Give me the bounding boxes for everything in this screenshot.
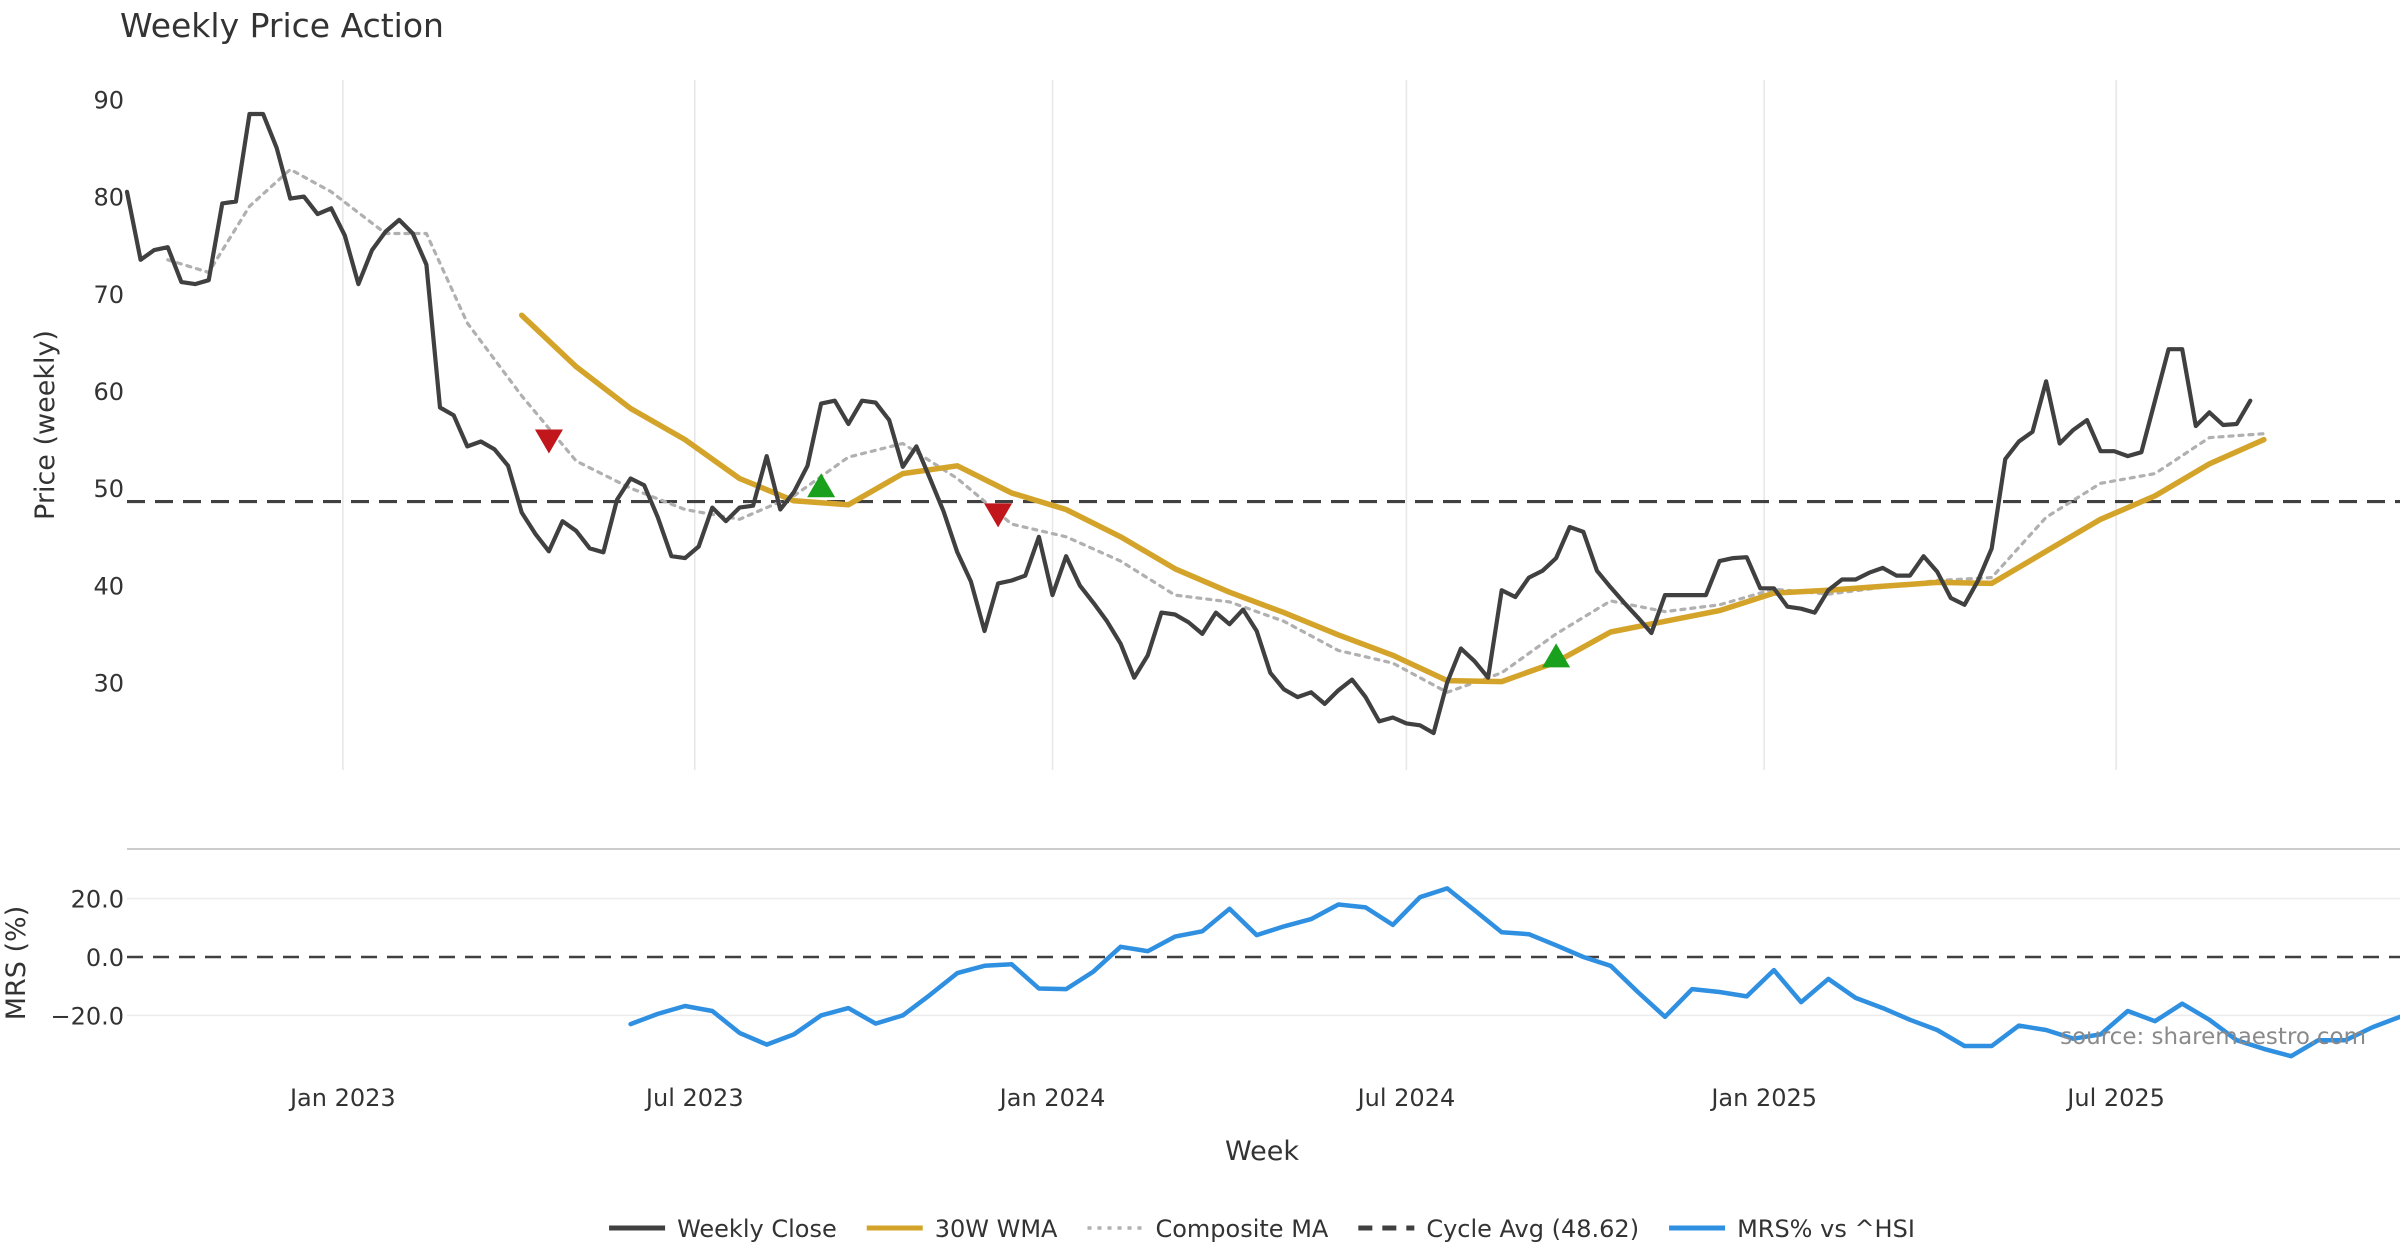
mrs-y-ticks: 20.0 0.0 −20.0 bbox=[50, 886, 124, 1031]
series-mrs-vs-hsi bbox=[628, 886, 2400, 1059]
x-tick-jan-2024: Jan 2024 bbox=[998, 1084, 1106, 1112]
sell-signal-marker-1 bbox=[534, 429, 563, 454]
price-y-tick-90: 90 bbox=[93, 86, 124, 114]
sell-signal-marker-3 bbox=[984, 503, 1013, 528]
price-y-tick-60: 60 bbox=[93, 378, 124, 406]
price-panel: 30 40 50 60 70 80 90 Price (weekly) bbox=[30, 80, 2400, 770]
x-tick-jul-2024: Jul 2024 bbox=[1356, 1084, 1456, 1112]
price-y-tick-70: 70 bbox=[93, 281, 124, 309]
x-tick-jan-2023: Jan 2023 bbox=[288, 1084, 396, 1112]
series-weekly-close bbox=[124, 111, 2253, 736]
series-30w-wma bbox=[518, 312, 2267, 685]
x-axis-label: Week bbox=[1225, 1136, 1299, 1167]
legend-label-mrs-vs-hsi: MRS% vs ^HSI bbox=[1737, 1215, 1915, 1243]
chart-title: Weekly Price Action bbox=[120, 6, 444, 45]
price-series bbox=[124, 111, 2267, 736]
source-text: source: sharemaestro.com bbox=[2060, 1024, 2366, 1050]
mrs-panel: 20.0 0.0 −20.0 MRS (%) source: sharemaestr… bbox=[1, 886, 2400, 1059]
mrs-y-tick-3: −20.0 bbox=[50, 1002, 124, 1030]
mrs-y-tick-2: 0.0 bbox=[86, 944, 124, 972]
buy-signal-marker-2 bbox=[807, 473, 836, 498]
mrs-gridlines bbox=[127, 897, 2400, 1017]
legend: Weekly Close 30W WMA Composite MA Cycle Avg… bbox=[609, 1215, 1915, 1243]
legend-label-30w-wma: 30W WMA bbox=[935, 1215, 1058, 1243]
buy-signal-marker-4 bbox=[1542, 643, 1571, 668]
signal-markers bbox=[534, 429, 1571, 668]
price-y-tick-30: 30 bbox=[93, 670, 124, 698]
mrs-y-axis-label: MRS (%) bbox=[1, 906, 32, 1021]
mrs-y-tick-1: 20.0 bbox=[71, 886, 124, 914]
legend-label-composite-ma: Composite MA bbox=[1155, 1215, 1328, 1243]
x-tick-labels: Jan 2023 Jul 2023 Jan 2024 Jul 2024 Jan 2025… bbox=[288, 1084, 2165, 1112]
mrs-series bbox=[628, 886, 2400, 1059]
legend-label-weekly-close: Weekly Close bbox=[677, 1215, 837, 1243]
x-tick-jul-2023: Jul 2023 bbox=[644, 1084, 744, 1112]
x-tick-jul-2025: Jul 2025 bbox=[2065, 1084, 2165, 1112]
price-y-tick-80: 80 bbox=[93, 184, 124, 212]
x-tick-jan-2025: Jan 2025 bbox=[1709, 1084, 1817, 1112]
legend-label-cycle-avg-48-62: Cycle Avg (48.62) bbox=[1426, 1215, 1639, 1243]
price-y-tick-50: 50 bbox=[93, 475, 124, 503]
price-y-axis-label: Price (weekly) bbox=[30, 330, 61, 520]
price-gridlines bbox=[342, 80, 2117, 770]
price-y-tick-40: 40 bbox=[93, 572, 124, 600]
price-y-ticks: 30 40 50 60 70 80 90 bbox=[93, 86, 124, 697]
